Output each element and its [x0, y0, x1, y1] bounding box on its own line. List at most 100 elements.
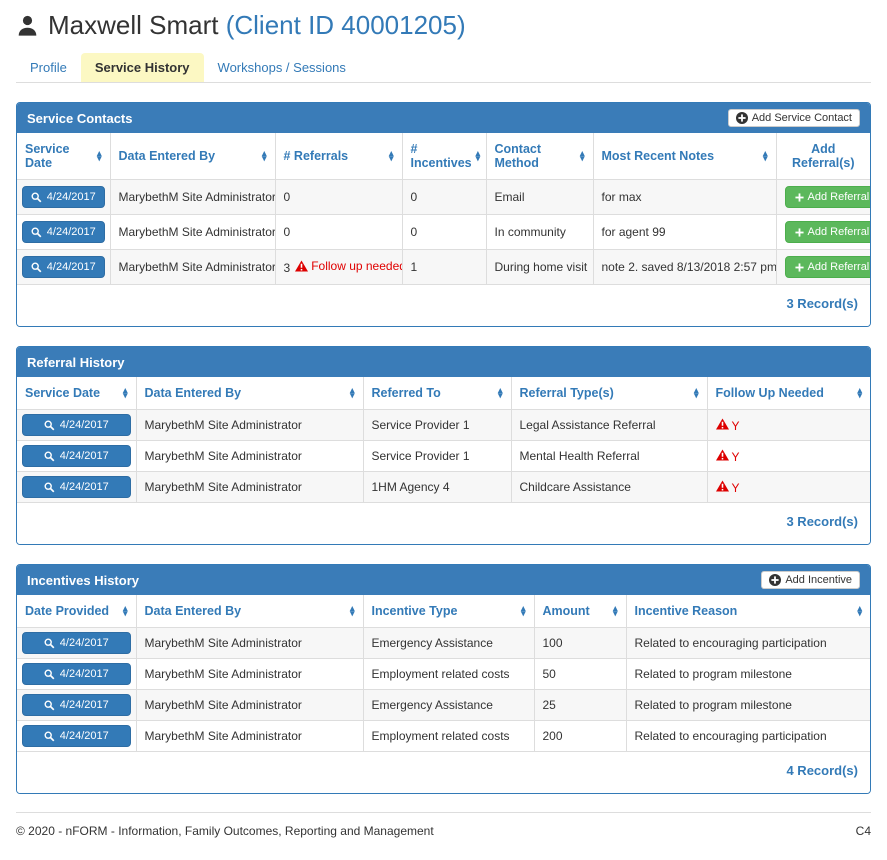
plus-icon [794, 192, 804, 202]
column-header-inner: Service Date ▴ ▾ [25, 386, 128, 401]
incentives-history-record-count: 4 Record(s) [17, 752, 870, 793]
cell-incentive-type: Emergency Assistance [363, 627, 535, 659]
cell-referred-to: 1HM Agency 4 [363, 471, 512, 503]
service-contacts-heading: Service Contacts Add Service Contact [17, 103, 870, 133]
column-header-data-entered-by[interactable]: Data Entered By ▴ ▾ [110, 133, 276, 180]
column-label: Data Entered By [118, 149, 216, 163]
cell-most-recent-notes: for max [593, 179, 777, 215]
column-header-data-entered-by[interactable]: Data Entered By ▴ ▾ [136, 377, 364, 410]
view-record-button[interactable]: 4/24/2017 [22, 256, 105, 278]
cell-referred-to: Service Provider 1 [363, 409, 512, 441]
add-service-contact-button[interactable]: Add Service Contact [727, 109, 860, 127]
cell-service-date: 4/24/2017 [17, 179, 111, 215]
table-row: 4/24/2017 MarybethM Site Administrator Eme… [17, 689, 870, 721]
view-record-button[interactable]: 4/24/2017 [22, 694, 131, 716]
column-label: Service Date [25, 386, 101, 400]
column-header-inner: Most Recent Notes ▴ ▾ [602, 149, 768, 164]
tab-service-history[interactable]: Service History [80, 53, 204, 82]
column-header-follow-up-needed[interactable]: Follow Up Needed ▴ ▾ [707, 377, 870, 410]
cell-referral-type: Mental Health Referral [511, 440, 708, 472]
column-label: Referral Type(s) [519, 386, 614, 400]
sort-icon: ▴ ▾ [520, 603, 526, 618]
record-date-label: 4/24/2017 [59, 637, 109, 649]
service-contacts-header-row: Service Date ▴ ▾ Data Entered By ▴ ▾ # Referra… [17, 133, 870, 180]
column-header-most-recent-notes[interactable]: Most Recent Notes ▴ ▾ [593, 133, 777, 180]
cell-incentives: 0 [402, 214, 487, 250]
column-header-inner: Date Provided ▴ ▾ [25, 604, 128, 619]
column-header-incentives[interactable]: # Incentives ▴ ▾ [402, 133, 487, 180]
referral-count: 0 [283, 190, 291, 204]
follow-up-flag: Follow up needed [295, 259, 401, 273]
table-row: 4/24/2017 MarybethM Site Administrator 0 0 I… [17, 214, 870, 250]
column-header-incentive-reason[interactable]: Incentive Reason ▴ ▾ [626, 595, 870, 628]
column-label: Contact Method [494, 142, 542, 170]
client-header: Maxwell Smart (Client ID 40001205) [16, 0, 871, 41]
view-record-button[interactable]: 4/24/2017 [22, 414, 131, 436]
add-referral-label: Add Referral [807, 191, 870, 203]
view-record-button[interactable]: 4/24/2017 [22, 725, 131, 747]
column-label: Incentive Type [371, 604, 458, 618]
cell-incentive-type: Employment related costs [363, 658, 535, 690]
column-header-referrals[interactable]: # Referrals ▴ ▾ [275, 133, 403, 180]
column-header-amount[interactable]: Amount ▴ ▾ [534, 595, 627, 628]
cell-service-date: 4/24/2017 [17, 249, 111, 285]
service-contacts-table: Service Date ▴ ▾ Data Entered By ▴ ▾ # Referra… [17, 133, 870, 285]
record-date-label: 4/24/2017 [46, 226, 96, 238]
column-header-referral-type-s[interactable]: Referral Type(s) ▴ ▾ [511, 377, 708, 410]
sort-icon: ▴ ▾ [579, 148, 585, 163]
table-row: 4/24/2017 MarybethM Site Administrator 1HM… [17, 471, 870, 503]
record-date-label: 4/24/2017 [59, 481, 109, 493]
tab-workshops-sessions[interactable]: Workshops / Sessions [217, 60, 346, 75]
add-referral-button[interactable]: Add Referral [784, 186, 870, 208]
view-record-button[interactable]: 4/24/2017 [22, 476, 131, 498]
warning-icon [295, 260, 309, 272]
sort-icon: ▴ ▾ [857, 603, 862, 618]
follow-up-flag [715, 417, 729, 430]
view-record-button[interactable]: 4/24/2017 [22, 445, 131, 467]
column-header-service-date[interactable]: Service Date ▴ ▾ [17, 133, 111, 180]
column-header-contact-method[interactable]: Contact Method ▴ ▾ [486, 133, 594, 180]
column-header-data-entered-by[interactable]: Data Entered By ▴ ▾ [136, 595, 364, 628]
incentives-history-table: Date Provided ▴ ▾ Data Entered By ▴ ▾ Incentiv… [17, 595, 870, 752]
record-date-label: 4/24/2017 [59, 668, 109, 680]
view-record-button[interactable]: 4/24/2017 [22, 186, 105, 208]
column-header-referred-to[interactable]: Referred To ▴ ▾ [363, 377, 512, 410]
cell-referrals: 3 Follow up needed [275, 249, 403, 285]
cell-contact-method: During home visit [486, 249, 594, 285]
column-label: Service Date [25, 142, 70, 170]
add-referral-button[interactable]: Add Referral [784, 256, 870, 278]
table-row: 4/24/2017 MarybethM Site Administrator 3 Fo… [17, 249, 870, 285]
record-date-label: 4/24/2017 [59, 730, 109, 742]
column-header-date-provided[interactable]: Date Provided ▴ ▾ [17, 595, 137, 628]
copyright-text: © 2020 - nFORM - Information, Family Out… [16, 824, 434, 838]
page-title: Maxwell Smart (Client ID 40001205) [48, 10, 466, 41]
panel-title: Incentives History [27, 572, 139, 588]
add-incentive-button[interactable]: Add Incentive [761, 571, 860, 589]
add-referral-label: Add Referral [807, 226, 870, 238]
magnifier-icon [44, 730, 55, 742]
view-record-button[interactable]: 4/24/2017 [22, 221, 105, 243]
cell-amount: 25 [534, 689, 627, 721]
sort-icon: ▴ ▾ [612, 603, 618, 618]
record-date-label: 4/24/2017 [46, 191, 96, 203]
column-header-service-date[interactable]: Service Date ▴ ▾ [17, 377, 137, 410]
magnifier-icon [44, 699, 55, 711]
cell-date-provided: 4/24/2017 [17, 689, 137, 721]
referral-history-record-count: 3 Record(s) [17, 503, 870, 544]
cell-contact-method: Email [486, 179, 594, 215]
tab-profile[interactable]: Profile [30, 60, 67, 75]
cell-data-entered-by: MarybethM Site Administrator [136, 689, 364, 721]
magnifier-icon [44, 637, 55, 649]
column-header-incentive-type[interactable]: Incentive Type ▴ ▾ [363, 595, 535, 628]
cell-amount: 100 [534, 627, 627, 659]
view-record-button[interactable]: 4/24/2017 [22, 632, 131, 654]
view-record-button[interactable]: 4/24/2017 [22, 663, 131, 685]
column-header-inner: # Incentives ▴ ▾ [411, 142, 481, 170]
magnifier-icon [44, 419, 55, 431]
sort-icon: ▴ ▾ [388, 148, 394, 163]
referral-history-panel: Referral History Service Date ▴ ▾ Data Ente… [16, 346, 871, 545]
add-referral-button[interactable]: Add Referral [784, 221, 870, 243]
table-row: 4/24/2017 MarybethM Site Administrator Ser… [17, 409, 870, 441]
magnifier-icon [31, 191, 42, 203]
column-header-inner: Incentive Type ▴ ▾ [371, 603, 526, 619]
